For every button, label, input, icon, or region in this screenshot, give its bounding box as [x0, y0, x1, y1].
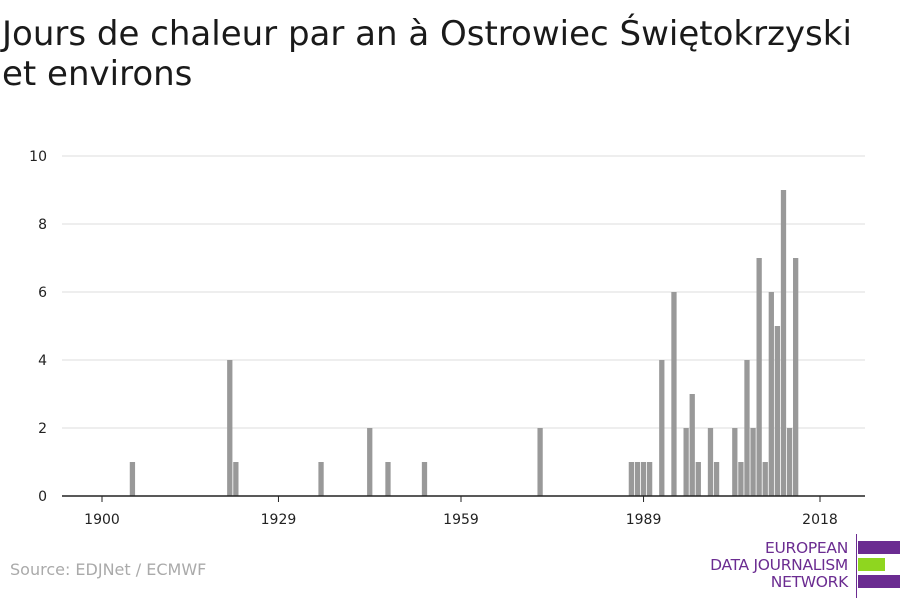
bar [774, 326, 781, 496]
bar [732, 428, 738, 496]
logo-line-1: EUROPEAN [764, 539, 848, 557]
bar [744, 360, 750, 496]
bar [227, 360, 233, 496]
logo-rule [856, 534, 857, 598]
bar [385, 462, 391, 496]
logo-bar-purple-top [858, 541, 900, 554]
logo-bar-green [858, 558, 885, 571]
bar [689, 394, 695, 496]
bar [659, 360, 665, 496]
x-tick-label: 2018 [802, 512, 838, 528]
bar [646, 462, 653, 496]
y-tick-label: 2 [38, 421, 47, 437]
bar [318, 462, 324, 496]
bar [671, 292, 677, 496]
bar [537, 428, 543, 496]
y-tick-label: 10 [29, 149, 47, 165]
bar [640, 462, 647, 496]
y-tick-label: 4 [38, 353, 47, 369]
bar [780, 190, 787, 496]
x-tick-label: 1989 [626, 512, 662, 528]
logo-line-2: DATA JOURNALISM [710, 556, 848, 574]
bar-chart: 0 2 4 6 8 10 1900 1929 1959 1989 2018 [29, 149, 865, 528]
y-tick-label: 8 [38, 217, 47, 233]
bar [762, 462, 768, 496]
edjnet-logo[interactable]: EUROPEAN DATA JOURNALISM NETWORK [700, 530, 900, 600]
x-axis-ticks: 1900 1929 1959 1989 2018 [84, 496, 838, 528]
y-tick-label: 0 [38, 489, 47, 505]
bar [421, 462, 428, 496]
bar [786, 428, 793, 496]
source-note: Source: EDJNet / ECMWF [10, 560, 207, 579]
y-tick-label: 6 [38, 285, 47, 301]
bar [129, 462, 136, 496]
bar [756, 258, 762, 496]
bar [713, 462, 720, 496]
bar [683, 428, 689, 496]
y-axis-ticks: 0 2 4 6 8 10 [29, 149, 47, 505]
logo-bar-purple-bottom [858, 575, 900, 588]
logo-line-3: NETWORK [770, 573, 849, 591]
bar [628, 462, 635, 496]
bar [634, 462, 641, 496]
chart-title: Jours de chaleur par an à Ostrowiec Świę… [2, 14, 852, 94]
x-tick-label: 1959 [443, 512, 479, 528]
gridlines [62, 155, 865, 429]
bar [738, 462, 744, 496]
bar [750, 428, 756, 496]
x-tick-label: 1929 [261, 512, 297, 528]
x-tick-label: 1900 [84, 512, 120, 528]
bar [768, 292, 774, 496]
bar [233, 462, 239, 496]
bar [707, 428, 714, 496]
bar [793, 258, 799, 496]
bar-series [129, 190, 799, 496]
bar [367, 428, 373, 496]
bar [695, 462, 701, 496]
